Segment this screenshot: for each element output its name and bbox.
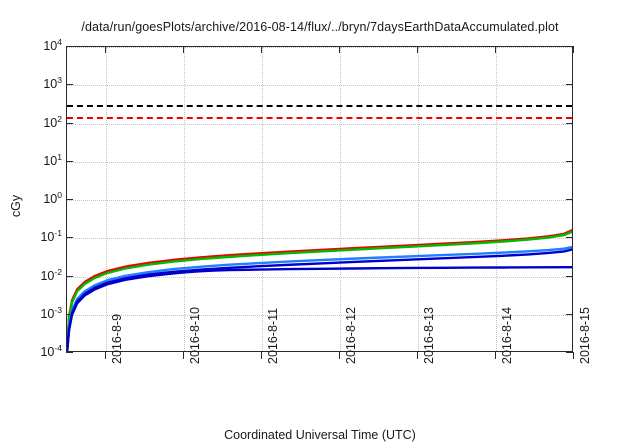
dark-blue-secondary-dose — [67, 266, 572, 351]
x-axis-tick-mark — [495, 46, 496, 53]
y-axis-tick-label: 100 — [43, 189, 62, 206]
x-axis-tick-mark — [417, 46, 418, 53]
y-axis-tick-mark — [66, 122, 73, 124]
y-axis-tick-mark — [566, 352, 573, 353]
red-threshold — [67, 116, 572, 119]
y-axis-tick-mark — [566, 84, 573, 86]
y-axis-tick-mark — [66, 160, 73, 162]
x-axis-tick-mark — [339, 46, 340, 53]
x-axis-tick-label: 2016-8-15 — [578, 307, 592, 364]
x-axis-tick-mark — [417, 352, 418, 359]
y-axis-tick-label: 10-1 — [40, 228, 62, 245]
dark-blue-accumulated-dose — [67, 248, 572, 351]
black-threshold — [67, 105, 572, 108]
y-axis-tick-mark — [566, 313, 573, 315]
y-axis-tick-label: 10-2 — [40, 266, 62, 283]
x-axis-tick-mark — [261, 46, 262, 53]
y-axis-tick-label: 10-4 — [40, 342, 62, 359]
plot-title: /data/run/goesPlots/archive/2016-08-14/f… — [81, 20, 559, 34]
x-axis-tick-mark — [183, 352, 184, 359]
y-axis-tick-mark — [66, 313, 73, 315]
y-axis-label: cGy — [9, 194, 23, 218]
x-axis-tick-mark — [339, 352, 340, 359]
red-accumulated-dose — [67, 229, 572, 351]
y-axis-tick-label: 10-3 — [40, 304, 62, 321]
x-axis-tick-mark — [183, 46, 184, 53]
y-axis-tick-mark — [66, 46, 73, 47]
y-axis-tick-mark — [566, 46, 573, 47]
y-axis-tick-mark — [66, 352, 73, 353]
x-axis-tick-mark — [261, 352, 262, 359]
green-accumulated-dose — [67, 230, 572, 351]
y-axis-tick-label: 102 — [43, 113, 62, 130]
y-axis-tick-mark — [566, 275, 573, 277]
x-axis-tick-mark — [573, 46, 574, 53]
x-axis-tick-label: 2016-8-9 — [110, 313, 124, 364]
y-axis-tick-mark — [66, 84, 73, 86]
y-axis-tick-mark — [66, 199, 73, 200]
y-axis-tick-mark — [66, 237, 73, 239]
plot-frame — [66, 46, 573, 352]
y-axis-tick-mark — [566, 199, 573, 200]
y-axis-tick-label: 104 — [43, 36, 62, 53]
x-axis-tick-mark — [495, 352, 496, 359]
y-axis-tick-mark — [66, 275, 73, 277]
x-axis-tick-label: 2016-8-11 — [266, 307, 280, 364]
data-curves-layer — [67, 229, 572, 351]
y-axis-tick-mark — [566, 122, 573, 124]
y-axis-tick-mark — [566, 160, 573, 162]
x-axis-tick-label: 2016-8-14 — [500, 307, 514, 364]
x-axis-tick-label: 2016-8-13 — [422, 307, 436, 364]
x-axis-tick-mark — [105, 352, 106, 359]
y-axis-tick-mark — [566, 237, 573, 239]
x-axis-tick-mark — [105, 46, 106, 53]
y-axis-tick-label: 103 — [43, 75, 62, 92]
y-axis-ticks: 104 103 102 101 100 10-1 10-2 10-3 10-4 — [0, 0, 62, 448]
light-blue-accumulated-dose — [67, 245, 572, 351]
x-axis-tick-label: 2016-8-10 — [188, 307, 202, 364]
y-axis-tick-label: 101 — [43, 151, 62, 168]
x-axis-tick-mark — [573, 352, 574, 359]
x-axis-label: Coordinated Universal Time (UTC) — [224, 428, 416, 442]
x-axis-tick-label: 2016-8-12 — [344, 307, 358, 364]
